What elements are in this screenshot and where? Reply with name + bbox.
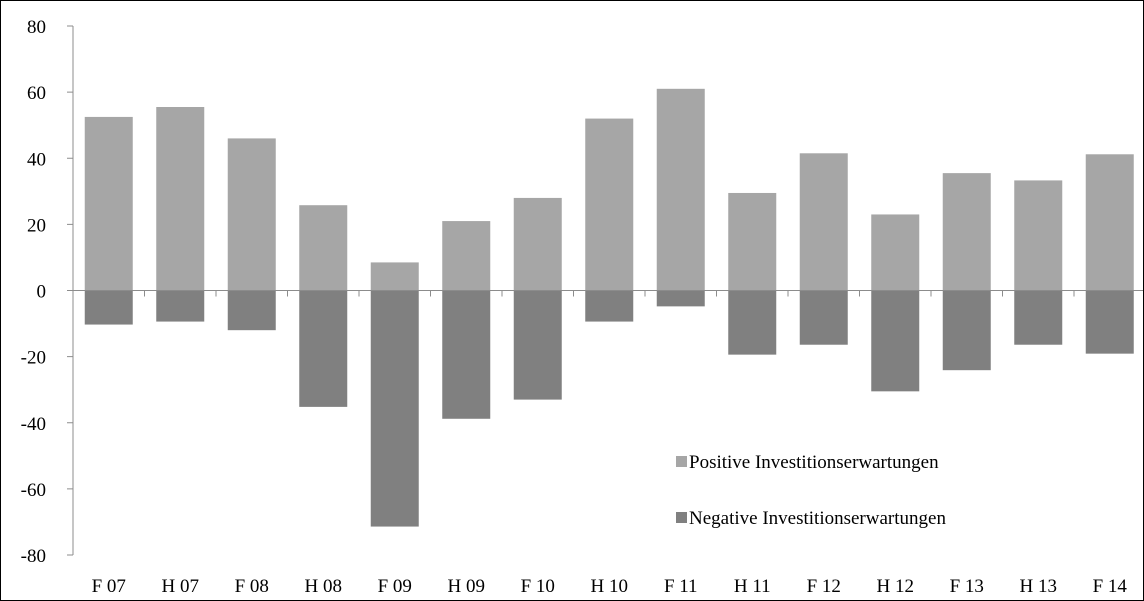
x-tick-label: F 11 bbox=[664, 576, 698, 597]
bar-negative-h-11 bbox=[728, 290, 777, 355]
y-tick-label: 80 bbox=[27, 17, 46, 38]
bar-positive-f-13 bbox=[942, 173, 991, 291]
bar-positive-h-13 bbox=[1014, 180, 1063, 291]
bar-negative-f-07 bbox=[84, 290, 133, 325]
bar-positive-f-09 bbox=[370, 262, 419, 291]
y-tick-label: 60 bbox=[27, 83, 46, 104]
bar-positive-h-12 bbox=[871, 214, 920, 291]
x-tick-label: H 12 bbox=[877, 576, 914, 597]
bar-negative-h-13 bbox=[1014, 290, 1063, 345]
bar-negative-f-10 bbox=[513, 290, 562, 400]
x-axis: F 07 H 07 F 08 H 08 F 09 H 09 F 10 H 10 F 11 H 11… bbox=[72, 290, 1143, 597]
x-tick-label: F 07 bbox=[92, 576, 126, 597]
x-tick-label: H 11 bbox=[734, 576, 771, 597]
y-axis: 80 60 40 20 0 -20 -40 -60 -80 bbox=[21, 17, 74, 567]
bar-positive-h-11 bbox=[728, 192, 777, 291]
legend-label-1: Negative Investitionserwartungen bbox=[689, 508, 946, 529]
bar-positive-f-14 bbox=[1085, 154, 1134, 291]
x-tick-label: F 12 bbox=[807, 576, 841, 597]
bar-positive-f-08 bbox=[227, 138, 276, 291]
x-tick-label: F 14 bbox=[1093, 576, 1128, 597]
x-tick-label: H 07 bbox=[162, 576, 199, 597]
x-tick-label: H 13 bbox=[1020, 576, 1057, 597]
bar-positive-f-07 bbox=[84, 116, 133, 291]
x-tick-label: F 13 bbox=[950, 576, 984, 597]
legend-swatch-1 bbox=[676, 512, 687, 523]
bar-positive-h-08 bbox=[299, 205, 348, 291]
y-tick-label: 40 bbox=[27, 149, 46, 170]
bar-negative-f-12 bbox=[799, 290, 848, 345]
y-tick-label: -20 bbox=[21, 348, 46, 369]
bar-negative-f-08 bbox=[227, 290, 276, 331]
bar-positive-f-12 bbox=[799, 153, 848, 291]
bar-positive-f-10 bbox=[513, 197, 562, 291]
bars-group bbox=[84, 88, 1134, 527]
bar-negative-h-10 bbox=[585, 290, 634, 322]
y-tick-label: 20 bbox=[27, 215, 46, 236]
x-tick-label: F 10 bbox=[521, 576, 555, 597]
bar-negative-f-09 bbox=[370, 290, 419, 527]
y-tick-label: -40 bbox=[21, 414, 46, 435]
bar-positive-h-09 bbox=[442, 221, 491, 291]
y-tick-label: -60 bbox=[21, 480, 46, 501]
bar-negative-f-14 bbox=[1085, 290, 1134, 354]
legend-swatch-0 bbox=[676, 456, 687, 467]
bar-negative-f-11 bbox=[656, 290, 705, 307]
bar-positive-f-11 bbox=[656, 88, 705, 291]
bar-negative-h-09 bbox=[442, 290, 491, 419]
y-tick-label: -80 bbox=[21, 546, 46, 567]
bar-negative-f-13 bbox=[942, 290, 991, 371]
y-tick-label: 0 bbox=[37, 282, 47, 303]
x-tick-label: F 08 bbox=[235, 576, 269, 597]
x-tick-label: H 09 bbox=[448, 576, 485, 597]
bar-positive-h-07 bbox=[156, 107, 205, 291]
bar-negative-h-12 bbox=[871, 290, 920, 392]
legend-label-0: Positive Investitionserwartungen bbox=[689, 452, 939, 473]
bar-positive-h-10 bbox=[585, 118, 634, 291]
legend: Positive Investitionserwartungen Negative… bbox=[676, 452, 946, 529]
x-tick-label: H 10 bbox=[591, 576, 628, 597]
x-tick-label: F 09 bbox=[378, 576, 412, 597]
bar-negative-h-08 bbox=[299, 290, 348, 407]
x-tick-label: H 08 bbox=[305, 576, 342, 597]
bar-negative-h-07 bbox=[156, 290, 205, 322]
